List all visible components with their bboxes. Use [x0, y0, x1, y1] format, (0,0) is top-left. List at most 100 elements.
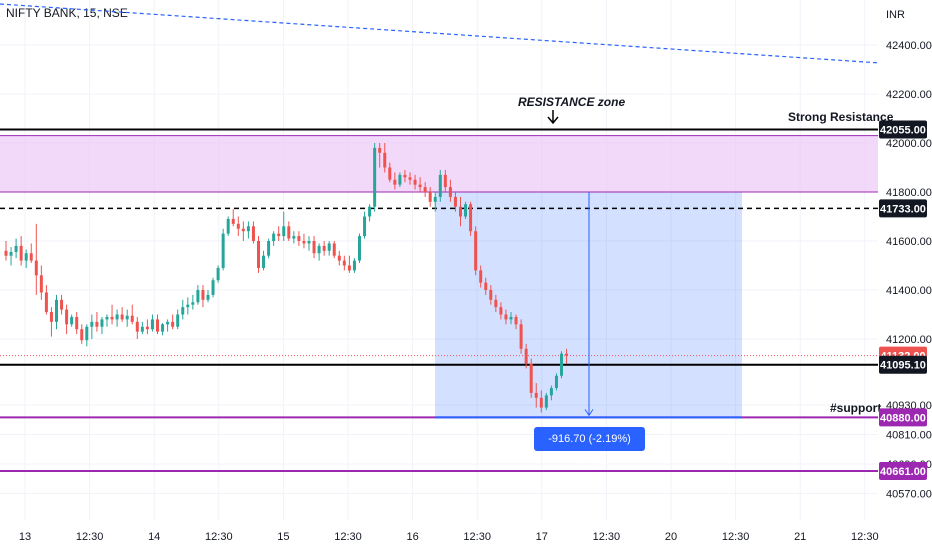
x-tick-label: 17: [536, 531, 548, 543]
candle-body: [459, 206, 462, 217]
candles: [4, 143, 569, 413]
candle-body: [171, 321, 175, 327]
candle-body: [469, 204, 473, 232]
candle-body: [433, 196, 437, 202]
candle-body: [322, 245, 326, 251]
candle-body: [484, 282, 488, 290]
y-tick-label: 42000.00: [886, 138, 932, 150]
candle-body: [317, 245, 321, 254]
candle-body: [565, 353, 569, 356]
y-tick-label: 40570.00: [886, 488, 932, 500]
x-tick-label: 15: [277, 531, 289, 543]
candle-body: [262, 255, 266, 268]
trend-line[interactable]: [0, 3, 881, 64]
price-tag: [879, 120, 927, 139]
candle-body: [297, 236, 301, 241]
y-tick-label: 42200.00: [886, 89, 932, 101]
candle-body: [166, 321, 170, 325]
candle-body: [529, 363, 533, 393]
candle-body: [499, 307, 503, 315]
candle-body: [347, 265, 351, 271]
candle-body: [267, 241, 271, 256]
y-tick-label: 40810.00: [886, 430, 932, 442]
candle-body: [120, 314, 124, 320]
candle-body: [140, 326, 144, 332]
price-axis[interactable]: INR 42400.00 42200.00 42000.00 41800.00 4160…: [886, 9, 932, 500]
candle-body: [383, 152, 387, 168]
candle-body: [423, 187, 427, 192]
candle-body: [363, 216, 367, 237]
candle-body: [251, 226, 255, 241]
currency-label: INR: [886, 9, 905, 21]
symbol-title: NIFTY BANK, 15, NSE: [6, 6, 128, 20]
candle-body: [352, 260, 356, 271]
candle-body: [95, 321, 99, 327]
candle-body: [373, 147, 377, 207]
candle-body: [342, 260, 346, 266]
candle-body: [60, 299, 64, 310]
candle-body: [19, 245, 23, 261]
candle-body: [105, 316, 109, 320]
candle-body: [398, 174, 402, 185]
price-tag-label: 40880.00: [880, 412, 926, 424]
price-tag: [879, 199, 927, 218]
candle-body: [307, 241, 311, 244]
x-tick-label: 16: [406, 531, 418, 543]
candle-body: [519, 324, 523, 349]
candle-body: [489, 290, 493, 300]
candle-body: [4, 250, 8, 256]
x-tick-label: 21: [794, 531, 806, 543]
candle-body: [24, 253, 28, 261]
candle-body: [156, 319, 159, 332]
candle-body: [130, 315, 134, 322]
candle-body: [44, 292, 48, 313]
candle-body: [29, 253, 33, 261]
candle-body: [191, 302, 195, 305]
price-tag-label: 41095.10: [880, 360, 926, 372]
candle-body: [70, 316, 74, 325]
candle-body: [176, 314, 180, 327]
candle-body: [378, 147, 382, 153]
support-label: #support: [830, 401, 881, 415]
candle-body: [181, 307, 185, 315]
x-tick-label: 12:30: [722, 531, 750, 543]
candle-body: [332, 243, 336, 256]
candle-body: [39, 275, 43, 293]
candle-body: [246, 226, 250, 232]
resistance-zone-label: RESISTANCE zone: [518, 95, 625, 109]
candle-body: [34, 260, 38, 276]
candle-body: [413, 179, 417, 185]
candle-body: [302, 241, 306, 244]
candle-body: [464, 204, 468, 217]
candle-body: [9, 252, 13, 256]
candle-body: [161, 324, 165, 332]
price-tag: [879, 462, 927, 481]
candle-body: [554, 375, 558, 388]
candle-body: [443, 174, 447, 188]
candle-body: [514, 316, 518, 325]
candle-body: [287, 226, 291, 239]
candle-body: [494, 299, 498, 308]
candle-body: [277, 233, 281, 237]
x-tick-label: 12:30: [593, 531, 621, 543]
candle-body: [65, 309, 69, 325]
candle-body: [539, 397, 543, 408]
candle-body: [257, 241, 260, 268]
candle-body: [145, 326, 149, 330]
price-tag: [879, 355, 927, 374]
candle-body: [504, 314, 508, 320]
price-tag-label: 42055.00: [880, 125, 926, 137]
candle-body: [524, 348, 528, 364]
candle-body: [428, 192, 432, 202]
time-axis[interactable]: 13 12:30 14 12:30 15 12:30 16 12:30 17 12:30 20 12:…: [19, 531, 879, 543]
candle-body: [408, 177, 412, 180]
price-tag-label: 40661.00: [880, 466, 926, 478]
candle-body: [393, 179, 397, 185]
candle-body: [474, 231, 478, 271]
candle-body: [509, 316, 513, 320]
strong-resistance-label: Strong Resistance: [788, 110, 894, 124]
candle-body: [211, 280, 215, 295]
candle-body: [221, 233, 225, 268]
candle-body: [448, 187, 452, 197]
